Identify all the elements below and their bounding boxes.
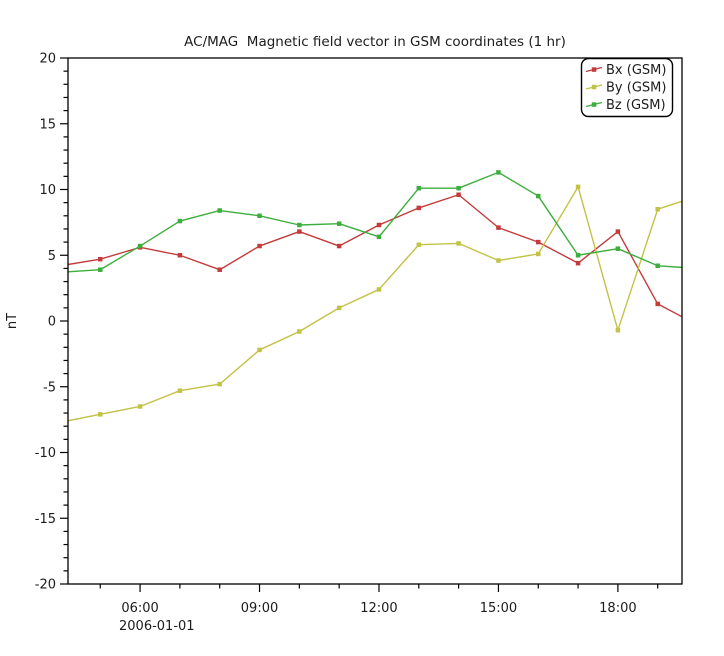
data-point-marker-bz bbox=[456, 185, 461, 191]
axis-ticks: 20 15 10 5 0 -5 -10 -15 -20 06:00 09:00 12:00 15:00 1… bbox=[35, 52, 659, 616]
y-tick-label: -5 bbox=[43, 380, 56, 395]
data-point-marker-bz bbox=[257, 213, 262, 219]
y-tick-label: 5 bbox=[48, 249, 56, 264]
y-tick-label: -20 bbox=[35, 578, 56, 593]
data-point-marker-by bbox=[98, 412, 103, 417]
data-point-marker-bx bbox=[177, 253, 183, 258]
data-point-marker-bz bbox=[336, 221, 342, 226]
legend-label-bx: Bx (GSM) bbox=[606, 63, 666, 78]
legend-bz-marker-icon bbox=[591, 102, 597, 107]
data-point-marker-by bbox=[536, 251, 541, 257]
x-tick-label: 06:00 bbox=[121, 601, 158, 616]
x-tick-label: 15:00 bbox=[480, 601, 517, 616]
data-point-marker-bz bbox=[496, 170, 501, 175]
data-point-marker-bx bbox=[456, 192, 461, 198]
y-tick-label: 10 bbox=[39, 183, 56, 198]
data-point-marker-bx bbox=[257, 243, 262, 249]
legend-box bbox=[580, 57, 674, 118]
chart-title: AC/MAG Magnetic field vector in GSM coor… bbox=[184, 34, 566, 50]
data-point-marker-bz bbox=[536, 193, 541, 199]
data-point-marker-bx bbox=[655, 301, 660, 307]
y-tick-label: -15 bbox=[35, 512, 56, 527]
data-point-marker-by bbox=[297, 329, 302, 334]
data-series bbox=[68, 170, 682, 422]
y-axis-title: nT bbox=[5, 313, 20, 329]
x-tick-label: 12:00 bbox=[360, 601, 397, 616]
y-tick-label: 20 bbox=[39, 52, 56, 67]
legend-by-marker-icon bbox=[591, 84, 597, 90]
data-point-marker-bx bbox=[536, 239, 541, 245]
data-point-marker-by bbox=[496, 258, 501, 263]
plot-frame bbox=[67, 57, 683, 585]
data-point-marker-bx bbox=[575, 260, 581, 266]
data-point-marker-by bbox=[456, 241, 461, 246]
data-point-marker-bx bbox=[416, 205, 422, 211]
data-point-marker-by bbox=[257, 347, 262, 353]
data-point-marker-by bbox=[137, 404, 143, 409]
data-point-marker-bx bbox=[297, 229, 302, 234]
legend: Bx (GSM) By (GSM) Bz (GSM) bbox=[580, 57, 674, 118]
data-point-marker-by bbox=[416, 242, 422, 247]
data-point-marker-by bbox=[217, 381, 222, 387]
data-point-marker-bz bbox=[416, 185, 422, 191]
x-tick-label: 09:00 bbox=[241, 601, 278, 616]
data-point-marker-bz bbox=[98, 267, 103, 272]
data-point-marker-bz bbox=[615, 246, 621, 251]
y-tick-label: 0 bbox=[48, 315, 56, 330]
data-point-marker-bz bbox=[217, 208, 222, 213]
data-point-marker-bz bbox=[177, 218, 183, 224]
x-tick-label: 18:00 bbox=[599, 601, 636, 616]
series-line-bz bbox=[68, 171, 682, 273]
legend-bx-marker-icon bbox=[591, 67, 597, 72]
x-axis-date-label: 2006-01-01 bbox=[119, 619, 195, 634]
legend-label-by: By (GSM) bbox=[606, 81, 666, 96]
data-point-marker-by bbox=[615, 327, 621, 333]
data-point-marker-bx bbox=[496, 225, 501, 230]
data-point-marker-bx bbox=[217, 267, 222, 272]
data-point-marker-bz bbox=[137, 243, 143, 249]
data-point-marker-bx bbox=[376, 222, 382, 228]
data-point-marker-bz bbox=[376, 234, 382, 240]
data-point-marker-bx bbox=[615, 229, 621, 234]
data-point-marker-by bbox=[336, 305, 342, 311]
series-line-bx bbox=[68, 194, 682, 318]
data-point-marker-bz bbox=[655, 263, 660, 269]
data-point-marker-by bbox=[177, 388, 183, 393]
data-point-marker-bx bbox=[336, 243, 342, 249]
data-point-marker-bz bbox=[575, 253, 581, 258]
data-point-marker-by bbox=[655, 206, 660, 212]
data-point-marker-bx bbox=[98, 256, 103, 262]
data-point-marker-bz bbox=[297, 222, 302, 228]
y-tick-label: -10 bbox=[35, 446, 56, 461]
data-point-marker-by bbox=[575, 184, 581, 190]
legend-label-bz: Bz (GSM) bbox=[606, 98, 666, 113]
data-point-marker-by bbox=[376, 287, 382, 292]
y-tick-label: 15 bbox=[39, 117, 56, 132]
series-line-by bbox=[68, 186, 682, 422]
